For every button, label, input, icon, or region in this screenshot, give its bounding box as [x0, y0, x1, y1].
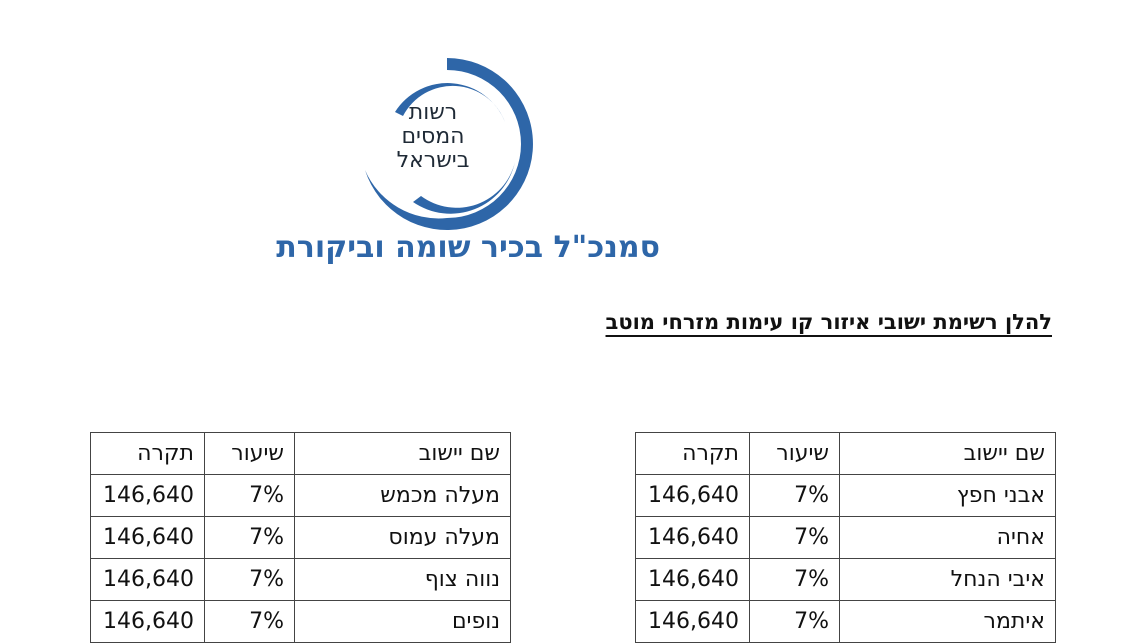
settlement-rate: 7% — [749, 558, 840, 601]
settlement-cap: 146,640 — [635, 516, 750, 559]
settlement-rate: 7% — [749, 600, 840, 643]
settlement-name: נופים — [294, 600, 511, 643]
settlement-name: אבני חפץ — [839, 474, 1056, 517]
settlement-name: מעלה עמוס — [294, 516, 511, 559]
settlement-cap: 146,640 — [635, 600, 750, 643]
settlement-rate: 7% — [204, 516, 295, 559]
table-header-row: שם יישוב שיעור תקרה — [635, 432, 1056, 475]
settlements-table-left: שם יישוב שיעור תקרה מעלה מכמש 7% 146,640… — [90, 432, 511, 643]
settlement-rate: 7% — [204, 558, 295, 601]
logo-line: רשות — [408, 100, 458, 125]
settlement-name: אחיה — [839, 516, 1056, 559]
table-row: נופים 7% 146,640 — [90, 600, 511, 643]
settlement-cap: 146,640 — [90, 558, 205, 601]
table-row: איבי הנחל 7% 146,640 — [635, 558, 1056, 601]
header-settlement-name: שם יישוב — [839, 432, 1056, 475]
settlement-cap: 146,640 — [90, 474, 205, 517]
logo-swirl-icon — [365, 58, 533, 230]
header-settlement-name: שם יישוב — [294, 432, 511, 475]
table-row: מעלה מכמש 7% 146,640 — [90, 474, 511, 517]
logo-text: רשות המסים בישראל — [383, 101, 483, 173]
table-row: מעלה עמוס 7% 146,640 — [90, 516, 511, 559]
logo-line: בישראל — [396, 148, 470, 173]
table-header-row: שם יישוב שיעור תקרה — [90, 432, 511, 475]
table-row: איתמר 7% 146,640 — [635, 600, 1056, 643]
header-rate: שיעור — [204, 432, 295, 475]
header-cap: תקרה — [635, 432, 750, 475]
table-row: אבני חפץ 7% 146,640 — [635, 474, 1056, 517]
settlement-cap: 146,640 — [90, 600, 205, 643]
header-rate: שיעור — [749, 432, 840, 475]
settlement-name: איתמר — [839, 600, 1056, 643]
settlement-name: נווה צוף — [294, 558, 511, 601]
table-row: נווה צוף 7% 146,640 — [90, 558, 511, 601]
tax-authority-logo — [355, 52, 539, 236]
subtitle-text: להלן רשימת ישובי איזור קו עימות מזרחי מו… — [605, 310, 1052, 334]
document-subtitle: להלן רשימת ישובי איזור קו עימות מזרחי מו… — [500, 308, 1052, 336]
settlement-rate: 7% — [204, 600, 295, 643]
header-cap: תקרה — [90, 432, 205, 475]
settlement-cap: 146,640 — [90, 516, 205, 559]
settlement-cap: 146,640 — [635, 474, 750, 517]
settlement-cap: 146,640 — [635, 558, 750, 601]
settlement-name: איבי הנחל — [839, 558, 1056, 601]
settlement-rate: 7% — [749, 516, 840, 559]
settlement-rate: 7% — [204, 474, 295, 517]
logo-line: המסים — [401, 124, 465, 149]
settlement-name: מעלה מכמש — [294, 474, 511, 517]
table-row: אחיה 7% 146,640 — [635, 516, 1056, 559]
settlements-table-right: שם יישוב שיעור תקרה אבני חפץ 7% 146,640 … — [635, 432, 1056, 643]
department-title: סמנכ"ל בכיר שומה וביקורת — [276, 230, 660, 265]
settlement-rate: 7% — [749, 474, 840, 517]
